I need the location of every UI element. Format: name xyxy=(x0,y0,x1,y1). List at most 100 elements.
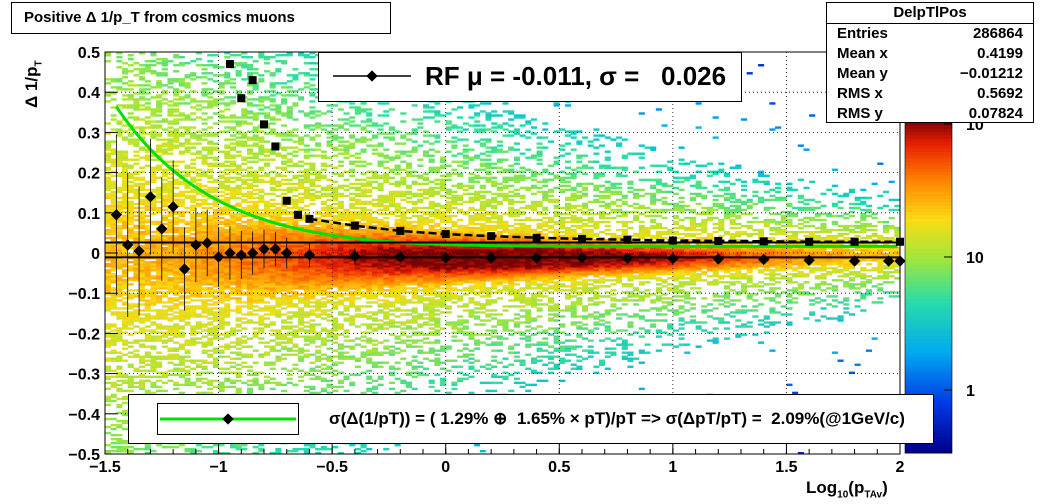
heatmap-cell xyxy=(178,295,185,298)
heatmap-cell xyxy=(156,331,163,334)
heatmap-cell xyxy=(144,355,151,358)
heatmap-cell xyxy=(212,98,219,101)
heatmap-cell xyxy=(258,309,265,312)
heatmap-cell xyxy=(184,323,191,326)
heatmap-cell xyxy=(269,238,276,242)
heatmap-cell xyxy=(281,138,288,141)
heatmap-cell xyxy=(218,383,225,387)
heatmap-cell xyxy=(167,255,174,258)
heatmap-cell xyxy=(156,150,163,153)
heatmap-cell xyxy=(156,234,163,238)
heatmap-cell xyxy=(337,200,344,204)
heatmap-cell xyxy=(286,381,293,385)
heatmap-cell xyxy=(349,285,356,288)
heatmap-cell xyxy=(315,176,322,180)
heatmap-cell xyxy=(122,303,129,306)
heatmap-cell xyxy=(229,327,237,330)
heatmap-cell xyxy=(150,369,157,372)
heatmap-cell xyxy=(252,212,259,216)
heatmap-cell xyxy=(349,297,356,300)
heatmap-cell xyxy=(201,307,208,310)
heatmap-cell xyxy=(354,307,361,310)
heatmap-cell xyxy=(207,156,214,159)
heatmap-cell xyxy=(309,295,316,298)
heatmap-cell xyxy=(298,170,305,173)
heatmap-cell xyxy=(246,319,254,322)
heatmap-cell xyxy=(241,108,248,111)
heatmap-cell xyxy=(224,265,231,268)
heatmap-cell xyxy=(235,319,242,322)
heatmap-cell xyxy=(360,283,367,286)
heatmap-cell xyxy=(224,138,231,141)
heatmap-cell xyxy=(178,383,185,387)
heatmap-cell xyxy=(332,206,339,210)
heatmap-cell xyxy=(360,371,367,374)
heatmap-cell xyxy=(366,271,373,274)
heatmap-cell xyxy=(156,255,163,258)
heatmap-cell xyxy=(161,281,168,284)
heatmap-cell xyxy=(320,305,327,308)
heatmap-cell xyxy=(281,230,288,234)
heatmap-cell xyxy=(116,244,123,248)
heatmap-cell xyxy=(184,210,191,214)
heatmap-cell xyxy=(150,289,157,292)
heatmap-cell xyxy=(349,273,356,276)
heatmap-cell xyxy=(281,265,288,268)
heatmap-cell xyxy=(269,94,276,97)
heatmap-cell xyxy=(218,182,225,186)
heatmap-cell xyxy=(110,174,117,178)
heatmap-cell xyxy=(264,244,271,248)
heatmap-cell xyxy=(201,122,208,125)
heatmap-cell xyxy=(252,184,259,188)
heatmap-cell xyxy=(315,377,322,381)
heatmap-cell xyxy=(332,244,339,248)
heatmap-cell xyxy=(127,164,134,167)
heatmap-cell xyxy=(286,341,293,344)
heatmap-cell xyxy=(246,259,254,262)
heatmap-cell xyxy=(354,343,361,346)
heatmap-cell xyxy=(326,299,333,302)
heatmap-cell xyxy=(366,112,373,115)
heatmap-cell xyxy=(133,275,140,278)
heatmap-cell xyxy=(122,98,129,101)
heatmap-cell xyxy=(139,126,146,129)
heatmap-cell xyxy=(258,385,265,389)
heatmap-cell xyxy=(178,152,185,155)
heatmap-cell xyxy=(105,283,112,286)
heatmap-cell xyxy=(298,234,305,238)
heatmap-cell xyxy=(127,196,134,200)
heatmap-cell xyxy=(229,255,237,258)
heatmap-cell xyxy=(161,255,168,258)
heatmap-cell xyxy=(167,230,174,234)
heatmap-cell xyxy=(235,291,242,294)
heatmap-cell xyxy=(127,106,134,109)
heatmap-cell xyxy=(133,313,140,316)
heatmap-cell xyxy=(343,267,350,270)
heatmap-cell xyxy=(133,244,140,248)
heatmap-cell xyxy=(195,142,202,145)
heatmap-cell xyxy=(212,232,219,236)
heatmap-cell xyxy=(218,307,225,310)
heatmap-cell xyxy=(190,72,197,75)
heatmap-cell xyxy=(167,210,174,214)
heatmap-cell xyxy=(320,273,327,276)
heatmap-cell xyxy=(144,242,151,246)
heatmap-cell xyxy=(161,305,168,308)
heatmap-cell xyxy=(139,329,146,332)
heatmap-cell xyxy=(105,323,112,326)
heatmap-cell xyxy=(161,269,168,272)
heatmap-cell xyxy=(195,363,202,366)
heatmap-cell xyxy=(298,271,305,274)
heatmap-cell xyxy=(190,216,197,220)
heatmap-cell xyxy=(360,216,367,220)
heatmap-cell xyxy=(246,206,254,210)
heatmap-cell xyxy=(320,224,327,228)
heatmap-cell xyxy=(241,168,248,171)
heatmap-cell xyxy=(337,381,344,385)
heatmap-cell xyxy=(326,281,333,284)
heatmap-cell xyxy=(252,265,259,268)
heatmap-cell xyxy=(110,313,117,316)
heatmap-cell xyxy=(343,273,350,276)
heatmap-cell xyxy=(212,104,219,107)
heatmap-cell xyxy=(241,62,248,65)
